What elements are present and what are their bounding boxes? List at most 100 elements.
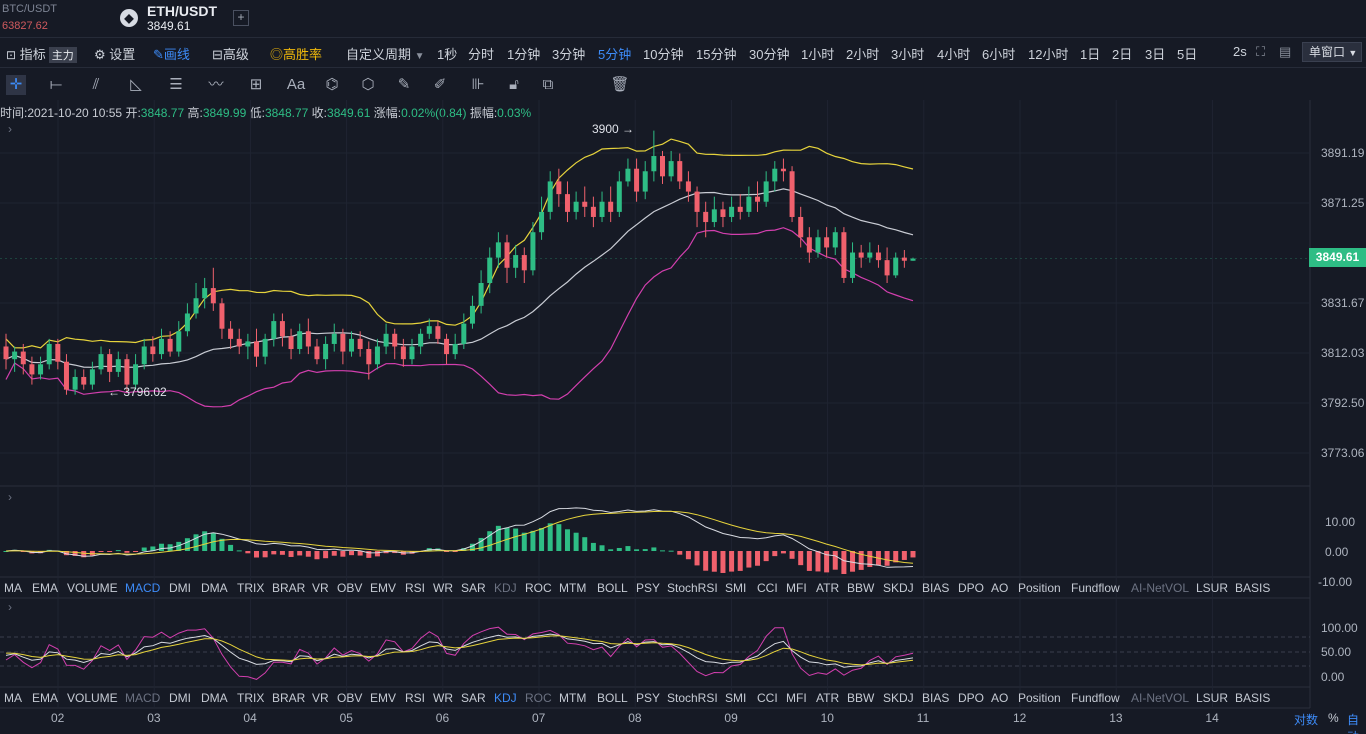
indicator-tab-emv[interactable]: EMV [370,691,397,705]
indicator-tab-position[interactable]: Position [1018,581,1061,595]
channel-icon[interactable]: ☰ [169,76,183,93]
indicator-tab-ma[interactable]: MA [4,581,22,595]
indicator-tab-kdj[interactable]: KDJ [494,581,517,595]
indicator-tab-bias[interactable]: BIAS [922,691,950,705]
indicator-tab-obv[interactable]: OBV [337,691,363,705]
indicator-tab-ema[interactable]: EMA [32,691,59,705]
indicator-tab-macd[interactable]: MACD [125,691,161,705]
add-ticker-button[interactable]: + [233,10,249,26]
indicator-tab-dpo[interactable]: DPO [958,581,985,595]
indicator-tab-dmi[interactable]: DMI [169,581,191,595]
period-2[interactable]: 1分钟 [507,47,541,62]
indicator-tab-skdj[interactable]: SKDJ [883,691,914,705]
horizontal-line-icon[interactable]: ⟝ [49,76,63,93]
indicator-tab-ao[interactable]: AO [991,691,1009,705]
eth-ticker-name[interactable]: ETH/USDT [147,3,217,19]
indicator-tab-lsur[interactable]: LSUR [1196,581,1229,595]
indicator-tab-volume[interactable]: VOLUME [67,581,118,595]
indicator-tab-lsur[interactable]: LSUR [1196,691,1229,705]
custom-period-dropdown[interactable]: 自定义周期 ▼ [346,44,425,63]
indicator-tab-roc[interactable]: ROC [525,691,552,705]
period-8[interactable]: 1小时 [801,47,835,62]
indicator-tab-ma[interactable]: MA [4,691,22,705]
brush-icon[interactable]: ✐ [433,76,447,93]
indicator-tab-rsi[interactable]: RSI [405,691,426,705]
indicator-tab-trix[interactable]: TRIX [237,691,265,705]
pencil-icon[interactable]: ✎ [397,76,411,93]
measure-icon[interactable]: ⊞ [249,76,263,93]
period-14[interactable]: 1日 [1080,47,1101,62]
indicator-tab-bias[interactable]: BIAS [922,581,950,595]
period-1[interactable]: 分时 [468,47,495,62]
indicator-button[interactable]: ⊡ 指标 主力 [6,44,77,63]
indicator-tab-ai-netvol[interactable]: AI-NetVOL [1131,581,1190,595]
copy-icon[interactable]: ⧉ [542,76,554,93]
collapse-chevron-icon[interactable]: › [8,490,12,504]
indicator-tab-stochrsi[interactable]: StochRSI [667,581,718,595]
lock-icon[interactable]: 🔓︎ [509,76,519,93]
indicator-tab-wr[interactable]: WR [433,581,453,595]
layout-icon[interactable]: ▤ [1279,44,1292,59]
bars-icon[interactable]: ⊪ [471,76,485,93]
indicator-tab-roc[interactable]: ROC [525,581,552,595]
period-16[interactable]: 3日 [1145,47,1166,62]
indicator-tab-sar[interactable]: SAR [461,581,486,595]
refresh-interval[interactable]: 2s [1233,44,1247,59]
indicator-tab-basis[interactable]: BASIS [1235,691,1271,705]
pattern-icon[interactable]: ⬡ [361,76,375,93]
indicator-tab-sar[interactable]: SAR [461,691,486,705]
auto-scale-toggle[interactable]: 自动 [1347,713,1360,734]
indicator-tab-skdj[interactable]: SKDJ [883,581,914,595]
indicator-tab-mfi[interactable]: MFI [786,581,807,595]
indicator-tab-mtm[interactable]: MTM [559,581,587,595]
indicator-tab-mtm[interactable]: MTM [559,691,587,705]
wave-icon[interactable]: 〰 [208,76,224,93]
period-15[interactable]: 2日 [1112,47,1133,62]
btc-ticker-name[interactable]: BTC/USDT [2,3,57,15]
log-scale-toggle[interactable]: 对数 [1294,713,1319,727]
period-3[interactable]: 3分钟 [552,47,586,62]
indicator-tab-psy[interactable]: PSY [636,691,661,705]
indicator-tab-wr[interactable]: WR [433,691,453,705]
delete-icon[interactable]: 🗑︎ [610,76,630,93]
indicator-tab-bbw[interactable]: BBW [847,581,875,595]
fullscreen-icon[interactable]: ⛶ [1256,44,1266,59]
indicator-tab-boll[interactable]: BOLL [597,691,628,705]
indicator-tab-volume[interactable]: VOLUME [67,691,118,705]
period-9[interactable]: 2小时 [846,47,880,62]
winrate-button[interactable]: ◎高胜率 [270,44,322,63]
crosshair-icon[interactable]: ✛ [6,75,26,95]
period-11[interactable]: 4小时 [937,47,971,62]
indicator-tab-trix[interactable]: TRIX [237,581,265,595]
settings-button[interactable]: ⚙ 设置 [94,44,135,63]
indicator-tab-boll[interactable]: BOLL [597,581,628,595]
period-4[interactable]: 5分钟 [598,47,632,62]
draw-button[interactable]: ✎画线 [153,44,190,63]
text-icon[interactable]: Aa [286,76,306,93]
indicator-tab-emv[interactable]: EMV [370,581,397,595]
indicator-tab-dma[interactable]: DMA [201,691,228,705]
advanced-button[interactable]: ⊟高级 [212,44,249,63]
indicator-tab-cci[interactable]: CCI [757,581,778,595]
indicator-tab-kdj[interactable]: KDJ [494,691,517,705]
fib-icon[interactable]: ⌬ [325,76,339,93]
indicator-tab-macd[interactable]: MACD [125,581,161,595]
indicator-tab-vr[interactable]: VR [312,691,329,705]
indicator-tab-psy[interactable]: PSY [636,581,661,595]
indicator-tab-stochrsi[interactable]: StochRSI [667,691,718,705]
collapse-chevron-icon[interactable]: › [8,600,12,614]
indicator-tab-position[interactable]: Position [1018,691,1061,705]
collapse-chevron-icon[interactable]: › [8,122,12,136]
indicator-tab-smi[interactable]: SMI [725,581,747,595]
indicator-tab-cci[interactable]: CCI [757,691,778,705]
indicator-tab-dma[interactable]: DMA [201,581,228,595]
period-5[interactable]: 10分钟 [643,47,684,62]
ray-icon[interactable]: ◺ [130,76,142,93]
indicator-tab-dmi[interactable]: DMI [169,691,191,705]
indicator-tab-dpo[interactable]: DPO [958,691,985,705]
period-13[interactable]: 12小时 [1028,47,1069,62]
indicator-tab-ao[interactable]: AO [991,581,1009,595]
percent-scale-toggle[interactable]: % [1328,711,1339,725]
indicator-tab-smi[interactable]: SMI [725,691,747,705]
